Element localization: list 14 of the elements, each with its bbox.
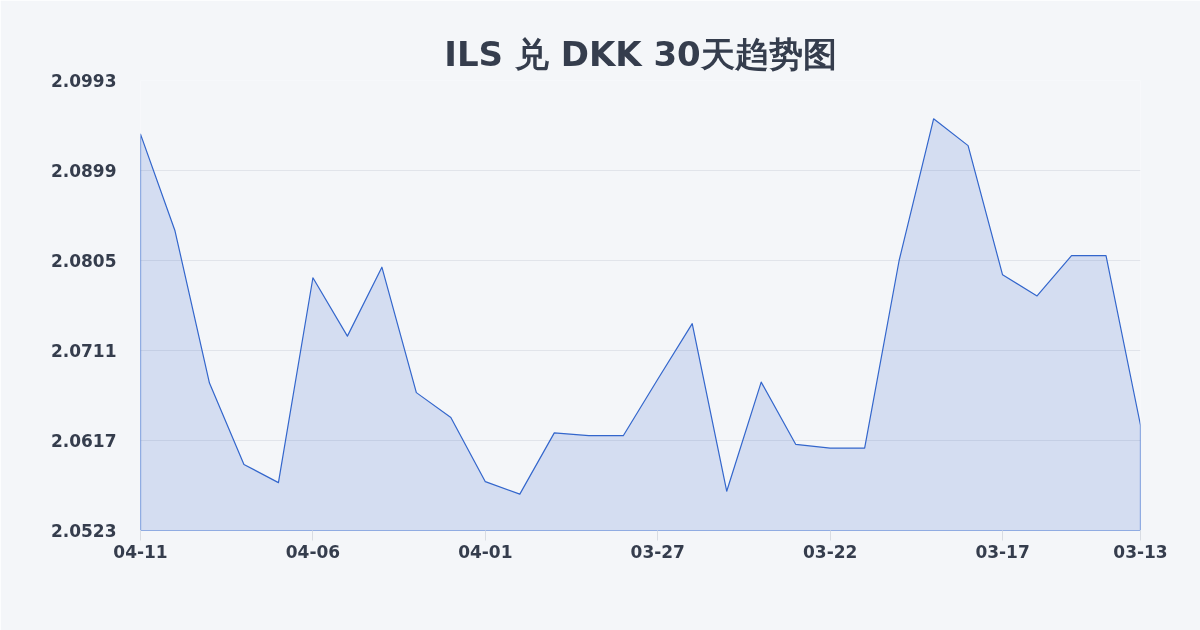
y-tick-label: 2.0805 xyxy=(50,251,117,271)
y-tick-label: 2.0899 xyxy=(50,161,117,181)
y-tick-label: 2.0617 xyxy=(50,431,117,451)
y-tick-label: 2.0523 xyxy=(50,521,117,541)
x-tick-label: 03-13 xyxy=(1113,541,1168,562)
x-tick-label: 04-01 xyxy=(458,541,513,562)
x-tick-label: 04-11 xyxy=(113,541,168,562)
x-tick-label: 04-06 xyxy=(285,541,341,562)
y-tick-label: 2.0711 xyxy=(50,341,117,361)
y-tick-label: 2.0993 xyxy=(50,71,117,91)
x-tick-label: 03-17 xyxy=(975,541,1030,562)
x-tick-label: 03-27 xyxy=(630,541,685,562)
x-tick-label: 03-22 xyxy=(802,541,858,562)
chart-title: ILS 兑 DKK 30天趋势图 xyxy=(444,33,837,74)
